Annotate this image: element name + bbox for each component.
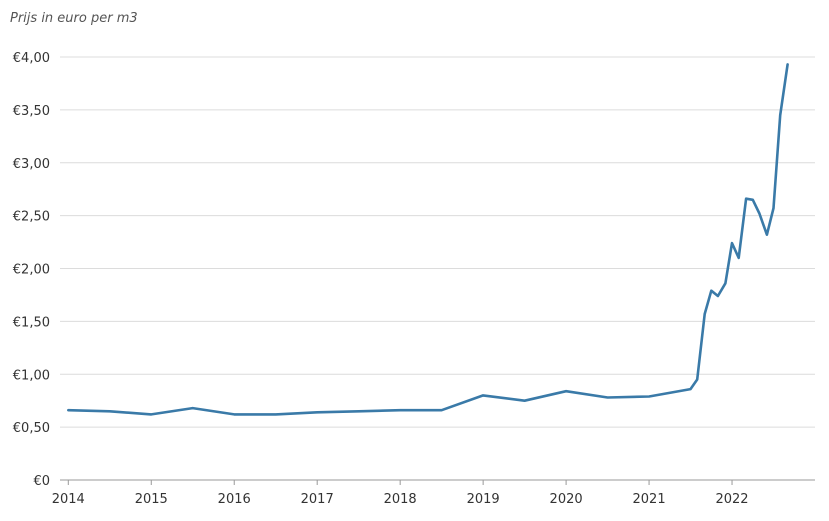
series-layer xyxy=(67,63,789,416)
x-tick-label: 2021 xyxy=(633,492,666,507)
x-tick-label: 2022 xyxy=(715,492,748,507)
x-tick-label: 2017 xyxy=(301,492,334,507)
y-tick-label: €4,00 xyxy=(13,51,50,66)
x-tick-label: 2018 xyxy=(384,492,417,507)
x-tick-label: 2015 xyxy=(135,492,168,507)
x-tick-label: 2020 xyxy=(550,492,583,507)
x-tick-label: 2014 xyxy=(52,492,85,507)
y-tick-label: €2,00 xyxy=(13,263,50,278)
y-tick-label: €0,50 xyxy=(13,421,50,436)
x-tick-label: 2016 xyxy=(218,492,251,507)
y-tick-label: €2,50 xyxy=(13,210,50,225)
y-tick-label: €0 xyxy=(33,474,50,489)
y-tick-label: €1,50 xyxy=(13,315,50,330)
y-tick-label: €3,50 xyxy=(13,104,50,119)
y-axis-ticks: €0 €0,50 €1,00 €1,50 €2,00 €2,50 €3,00 €3,50 €4,… xyxy=(13,51,50,489)
x-tick-label: 2019 xyxy=(467,492,500,507)
y-tick-label: €3,00 xyxy=(13,157,50,172)
y-axis-title: Prijs in euro per m3 xyxy=(10,11,138,26)
series-line xyxy=(67,63,789,416)
gridlines xyxy=(60,56,815,481)
y-tick-label: €1,00 xyxy=(13,368,50,383)
x-axis-ticks: 2014 2015 2016 2017 2018 2019 2020 2021 2022 xyxy=(52,480,749,507)
